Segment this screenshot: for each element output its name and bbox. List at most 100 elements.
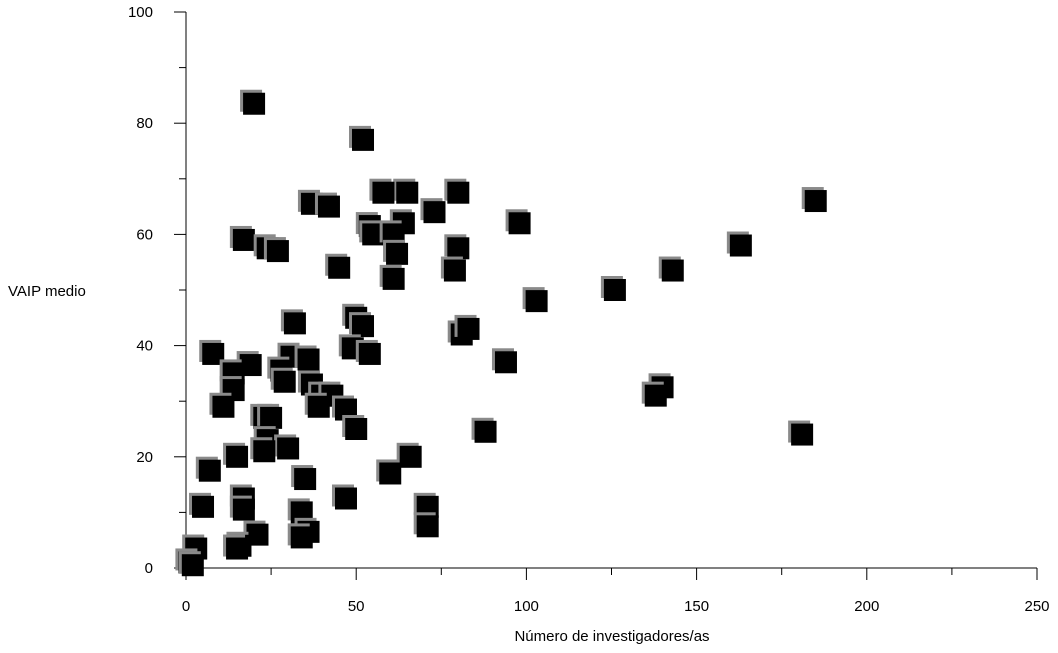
x-tick-label: 50 (348, 598, 365, 615)
data-point (444, 178, 470, 204)
data-point (726, 231, 752, 257)
data-point (240, 89, 266, 115)
data-point (325, 253, 351, 279)
data-points (175, 89, 827, 577)
x-tick-label: 250 (1024, 598, 1049, 615)
data-point (294, 345, 320, 371)
data-point (801, 187, 827, 213)
data-point-marker (294, 468, 317, 491)
data-point-marker (525, 290, 548, 313)
x-tick-label: 200 (854, 598, 879, 615)
data-point-marker (239, 354, 262, 377)
x-tick-label: 100 (514, 598, 539, 615)
data-point-marker (202, 342, 225, 365)
data-point (280, 309, 306, 335)
y-axis-ticks (174, 11, 186, 569)
data-point-marker (246, 523, 269, 546)
data-point-marker (661, 259, 684, 282)
data-point-marker (508, 212, 531, 235)
y-axis-title: VAIP medio (8, 283, 86, 300)
data-point-marker (372, 181, 395, 204)
x-axis-ticks (185, 568, 1038, 580)
y-axis-tick-labels: 0 20 40 60 80 100 (128, 4, 153, 577)
data-point-marker (290, 526, 313, 549)
data-point (505, 209, 531, 235)
data-point-marker (232, 498, 255, 521)
data-point (355, 339, 381, 365)
data-point (274, 434, 300, 460)
data-point (641, 381, 667, 407)
data-point-marker (345, 418, 368, 440)
data-point (454, 314, 480, 340)
data-point-marker (283, 312, 306, 335)
data-point (223, 534, 249, 560)
data-point-marker (181, 554, 204, 577)
data-point-marker (386, 242, 409, 265)
data-point (178, 551, 204, 577)
data-point (331, 484, 357, 510)
data-point-marker (317, 195, 340, 218)
data-point (342, 415, 368, 440)
data-point-marker (791, 423, 814, 446)
data-point-marker (447, 181, 470, 204)
y-tick-label: 20 (136, 449, 153, 466)
data-point-marker (494, 351, 517, 374)
data-point-marker (192, 495, 215, 518)
data-point-marker (226, 537, 249, 560)
data-point-marker (399, 445, 422, 468)
x-axis-tick-labels: 0 50 100 150 200 250 (182, 598, 1050, 615)
data-point (314, 192, 340, 218)
data-point (440, 256, 466, 282)
y-tick-label: 60 (136, 226, 153, 243)
data-point-marker (260, 406, 283, 429)
data-point (223, 442, 249, 468)
data-point-marker (457, 317, 480, 340)
data-point (491, 348, 517, 374)
data-point-marker (198, 459, 221, 482)
data-point-marker (352, 315, 375, 338)
data-point-marker (266, 240, 289, 263)
data-point (263, 237, 289, 263)
data-point-marker (423, 201, 446, 224)
data-point-marker (447, 237, 470, 260)
axes: 0 20 40 60 80 100 0 50 100 150 200 250 (128, 4, 1050, 615)
data-point-marker (297, 348, 320, 371)
data-point-marker (416, 515, 439, 538)
data-point-marker (804, 190, 827, 213)
data-point-marker (474, 420, 497, 443)
data-point-marker (443, 259, 466, 282)
data-point (788, 420, 814, 446)
data-point-marker (382, 267, 405, 290)
data-point-marker (603, 279, 626, 301)
data-point-marker (273, 370, 296, 393)
data-point-marker (328, 256, 351, 279)
data-point (383, 239, 409, 265)
data-point-marker (243, 92, 266, 115)
y-tick-label: 80 (136, 115, 153, 132)
data-point (287, 523, 313, 549)
data-point (349, 125, 375, 151)
data-point (359, 220, 385, 246)
data-point (270, 367, 296, 393)
data-point (195, 456, 221, 482)
data-point (471, 417, 497, 443)
data-point-marker (226, 445, 249, 468)
data-point (369, 178, 395, 204)
data-point-marker (212, 395, 235, 418)
y-tick-label: 100 (128, 4, 153, 21)
data-point (250, 437, 276, 463)
data-point (229, 225, 255, 251)
data-point-marker (358, 342, 381, 365)
data-point-marker (352, 128, 375, 151)
data-point (522, 287, 548, 313)
data-point (396, 442, 422, 468)
x-tick-label: 0 (182, 598, 190, 615)
data-point (229, 495, 255, 521)
data-point (209, 392, 235, 418)
data-point (291, 465, 317, 491)
data-point (349, 312, 375, 338)
data-point-marker (334, 487, 357, 510)
data-point (257, 403, 283, 429)
x-tick-label: 150 (684, 598, 709, 615)
